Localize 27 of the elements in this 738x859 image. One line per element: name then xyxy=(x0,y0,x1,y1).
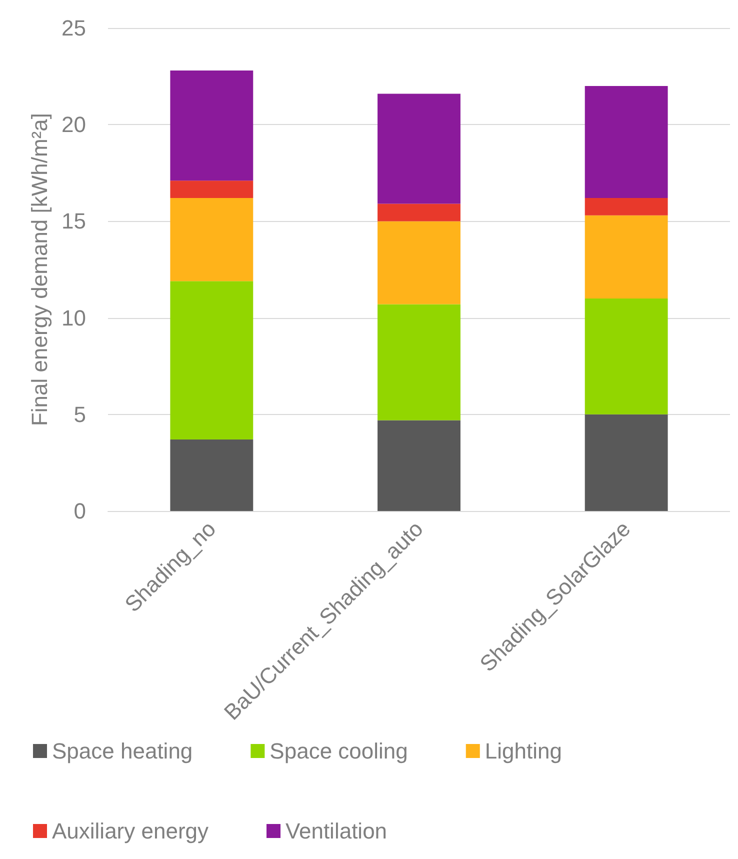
bar xyxy=(584,215,668,298)
y-tick-label: 5 xyxy=(74,402,86,427)
legend-label: Space heating xyxy=(52,738,193,764)
bar xyxy=(378,94,460,204)
bar xyxy=(378,304,460,420)
y-tick-label: 0 xyxy=(74,498,86,524)
y-tick-label: 15 xyxy=(62,208,86,234)
bar xyxy=(584,414,668,511)
bar xyxy=(378,204,460,222)
bar xyxy=(170,70,254,181)
legend-label: Lighting xyxy=(484,738,562,764)
legend-label: Auxiliary energy xyxy=(52,818,209,844)
bar xyxy=(584,198,668,216)
bar xyxy=(378,420,460,511)
y-tick-label: 25 xyxy=(62,16,86,40)
y-tick-label: 20 xyxy=(62,112,86,138)
bar xyxy=(170,180,254,198)
y-axis-title: Final energy demand [kWh/m²a] xyxy=(27,112,52,426)
bar xyxy=(378,221,460,304)
legend-label: Ventilation xyxy=(286,818,388,844)
bar xyxy=(170,281,254,440)
bar xyxy=(170,440,254,511)
y-tick-label: 10 xyxy=(62,305,86,330)
bar xyxy=(584,298,668,414)
legend-label: Space cooling xyxy=(270,738,408,764)
bar xyxy=(170,198,254,282)
bar xyxy=(584,86,668,198)
